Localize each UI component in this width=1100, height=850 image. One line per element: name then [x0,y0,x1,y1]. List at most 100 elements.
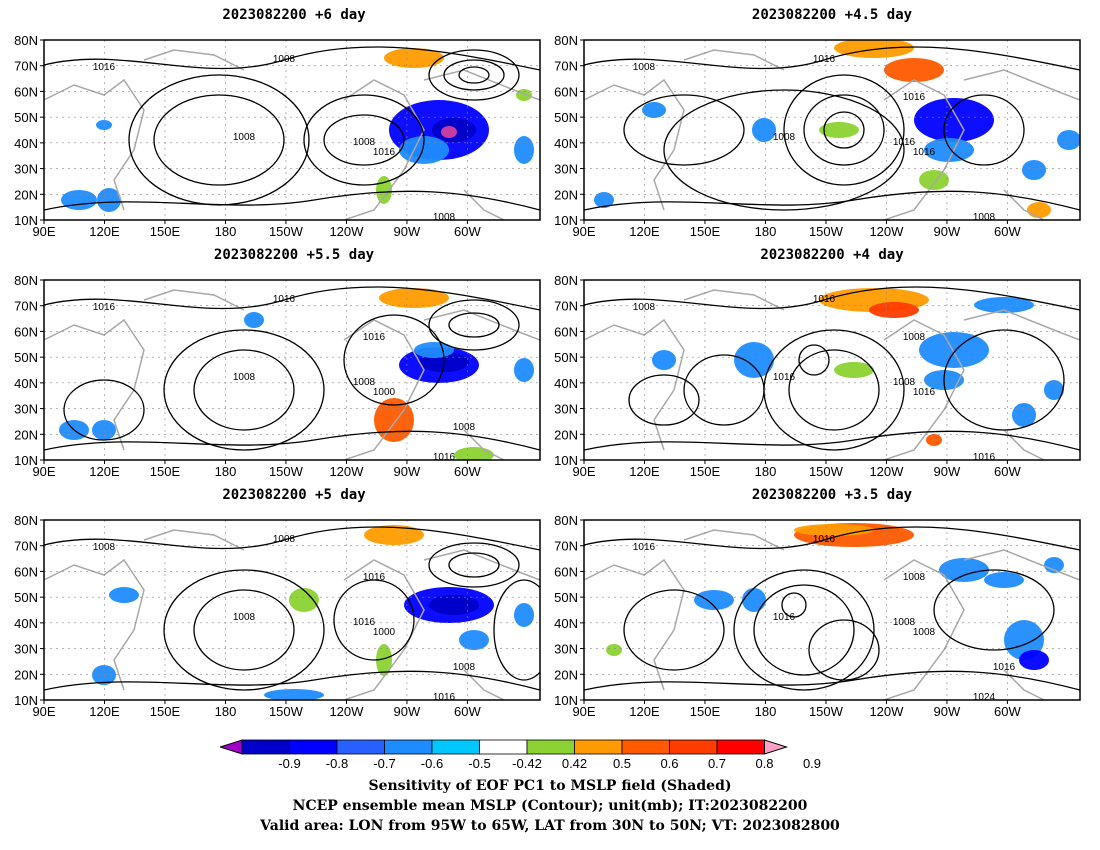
latitude-label: 10N [554,693,578,708]
colorbar-label: -0.7 [373,756,395,771]
map-frame [583,39,1081,221]
mslp-contour [788,349,880,431]
panel-title: 2023082200 +5.5 day [213,247,375,263]
panel-title: 2023082200 +4 day [760,247,904,263]
latitude-label: 80N [554,273,578,288]
contour-label: 1016 [93,302,116,313]
latitude-label: 40N [554,616,578,631]
contour-label: 1008 [893,377,916,388]
sensitivity-shading [919,332,989,368]
contour-label: 1016 [813,534,836,545]
map-frame [583,279,1081,461]
latitude-label: 20N [14,427,38,442]
contour-label: 1008 [973,212,996,223]
contour-label: 1016 [633,542,656,553]
sensitivity-shading [924,138,974,162]
mslp-contour [163,329,325,451]
sensitivity-shading [834,362,874,378]
coastline [883,559,965,700]
longitude-label: 120E [89,224,120,239]
latitude-label: 60N [14,84,38,99]
map-panel: 1008 1008 1016 1000 1016 1016 1016 1008 80N 70N 60… [14,273,541,479]
colorbar-segment [574,739,623,755]
mslp-contour [803,94,885,166]
sensitivity-shading [414,342,454,358]
longitude-label: 150W [269,704,304,719]
longitude-label: 90W [394,464,421,479]
longitude-label: 60W [454,464,481,479]
sensitivity-shading [742,588,766,612]
latitude-label: 30N [14,162,38,177]
sensitivity-shading [652,350,676,370]
contour-label: 1016 [773,612,796,623]
longitude-label: 60W [994,704,1021,719]
sensitivity-shading [92,420,116,440]
mslp-contour [733,569,875,691]
map-panel: 1016 1008 1016 1008 1024 1016 1008 1016 80N 70N 60… [554,513,1081,719]
mslp-contour [443,59,505,91]
mslp-contour [303,94,425,186]
latitude-label: 80N [14,33,38,48]
colorbar-segment [526,739,575,755]
map-panels: 1008 1008101610161008100880N70N60N50N40N3… [14,33,1081,719]
map-panel: 1016 10081008101610161016100880N70N60N50N… [554,273,1081,479]
coastline [463,189,505,220]
mslp-contour [584,670,1080,691]
sensitivity-shading [441,126,457,138]
coastline [44,318,145,451]
longitude-label: 120E [89,464,120,479]
sensitivity-shading [1027,202,1051,218]
longitude-label: 120E [629,224,660,239]
longitude-label: 90W [934,224,961,239]
coastline [963,549,1080,581]
latitude-label: 10N [14,693,38,708]
sensitivity-shading [594,192,614,208]
latitude-label: 60N [14,324,38,339]
latitude-label: 70N [554,299,578,314]
mslp-contour [683,354,765,426]
longitude-label: 150E [690,704,721,719]
longitude-label: 90E [572,224,595,239]
sensitivity-shading [364,525,424,545]
sensitivity-shading [869,302,919,318]
sensitivity-shading [1019,650,1049,670]
caption-line-1: Sensitivity of EOF PC1 to MSLP field (Sh… [368,778,732,794]
contour-label: 1000 [373,627,396,638]
latitude-label: 20N [14,187,38,202]
coastline [423,309,540,341]
contour-label: 1008 [773,132,796,143]
contour-label: 1008 [453,422,476,433]
sensitivity-shading [244,312,264,328]
longitude-label: 180 [755,464,777,479]
contour-label: 1016 [353,617,376,628]
longitude-label: 60W [454,704,481,719]
sensitivity-shading [384,48,444,68]
map-frame [43,519,541,701]
map-frame [43,279,541,461]
mslp-contour [783,74,905,186]
longitude-label: 150E [690,224,721,239]
colorbar-label: 0.6 [660,756,678,771]
colorbar-extend-max [764,739,789,755]
longitude-label: 120E [629,704,660,719]
colorbar-segment [621,739,670,755]
contour-label: 1008 [633,62,656,73]
colorbar-label: -0.5 [468,756,490,771]
coastline [423,549,540,581]
latitude-label: 10N [554,453,578,468]
colorbar-segment [479,739,528,755]
sensitivity-shading [514,358,534,382]
longitude-label: 120W [869,704,904,719]
longitude-label: 60W [994,224,1021,239]
longitude-label: 60W [454,224,481,239]
longitude-label: 120E [89,704,120,719]
mslp-contour [623,589,725,671]
sensitivity-shading [376,644,392,676]
latitude-label: 30N [14,642,38,657]
latitude-label: 30N [554,402,578,417]
longitude-label: 150W [269,464,304,479]
mslp-contour [584,430,1080,451]
coastline [44,558,145,691]
panel-title: 2023082200 +3.5 day [751,487,913,503]
contour-label: 1016 [893,137,916,148]
